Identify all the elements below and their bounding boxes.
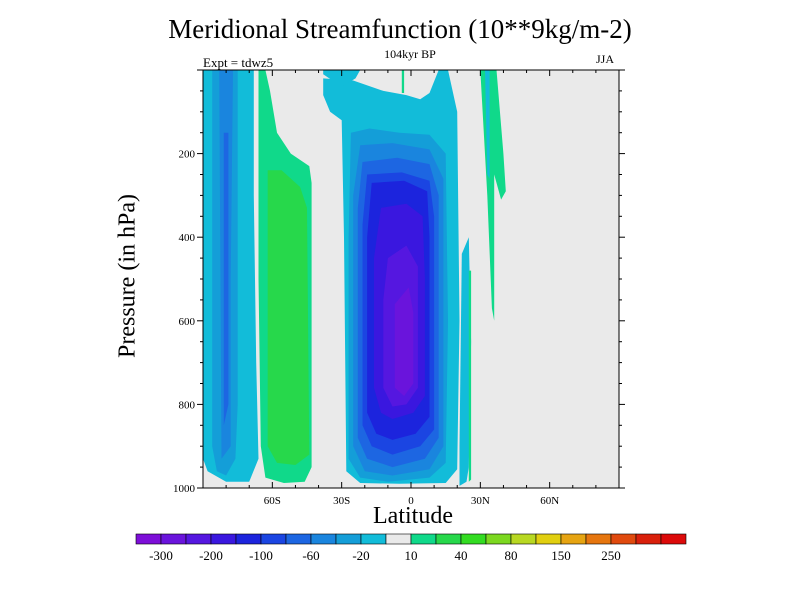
colorbar-swatch: [135, 533, 162, 545]
x-tick-label: 60S: [264, 495, 281, 507]
contour-pos-tip: [258, 70, 264, 100]
colorbar-swatch: [560, 533, 587, 545]
colorbar-swatch: [435, 533, 462, 545]
colorbar-swatch: [310, 533, 337, 545]
x-tick-label: 30N: [471, 495, 490, 507]
contour-eq-fringe: [323, 70, 361, 87]
colorbar-label: -20: [352, 548, 369, 563]
x-tick-label: 60N: [540, 495, 559, 507]
colorbar-swatch: [485, 533, 512, 545]
colorbar-swatch: [285, 533, 312, 545]
colorbar: -300 -200 -100 -60 -20 10 40 80 150 250: [135, 533, 687, 563]
colorbar-swatch: [185, 533, 212, 545]
plot-area: [203, 70, 619, 488]
colorbar-label: 10: [405, 548, 418, 563]
colorbar-swatch: [360, 533, 387, 545]
chart-subtitle: 104kyr BP: [384, 47, 436, 61]
contour-sh-inner: [223, 132, 229, 426]
contour-nh-outer: [459, 237, 472, 486]
season-label: JJA: [596, 52, 615, 66]
contour-nh-neg: [485, 70, 490, 179]
colorbar-swatch: [160, 533, 187, 545]
y-tick-label: 800: [179, 399, 196, 411]
contour-nh-line: [468, 270, 472, 482]
colorbar-swatch: [510, 533, 537, 545]
y-tick-label: 400: [179, 232, 196, 244]
contour-eq-9: [394, 287, 414, 396]
x-tick-label: 30S: [333, 495, 350, 507]
colorbar-label: -300: [149, 548, 173, 563]
x-tick-label: 0: [408, 495, 414, 507]
colorbar-swatch: [235, 533, 262, 545]
colorbar-swatch: [660, 533, 687, 545]
colorbar-label: -100: [249, 548, 273, 563]
chart-title: Meridional Streamfunction (10**9kg/m-2): [168, 14, 632, 44]
colorbar-label: 80: [505, 548, 518, 563]
colorbar-label: 40: [455, 548, 468, 563]
y-tick-label: 200: [179, 149, 196, 161]
experiment-label: Expt = tdwz5: [203, 55, 274, 70]
colorbar-swatch: [535, 533, 562, 545]
colorbar-label: 150: [551, 548, 571, 563]
colorbar-swatch: [635, 533, 662, 545]
colorbar-label: -60: [302, 548, 319, 563]
y-tick-label: 600: [179, 316, 196, 328]
axis-ticks: 200 400 600 800 1000 60S 30S 0 30N 60N: [173, 69, 625, 507]
colorbar-swatch: [460, 533, 487, 545]
y-tick-label: 1000: [173, 483, 196, 495]
colorbar-label: 250: [601, 548, 621, 563]
x-axis-label: Latitude: [373, 503, 453, 529]
colorbar-swatch: [210, 533, 237, 545]
colorbar-swatch: [585, 533, 612, 545]
contour-pos-core: [267, 170, 310, 466]
colorbar-swatch: [385, 533, 412, 545]
colorbar-swatch: [610, 533, 637, 545]
colorbar-label: -200: [199, 548, 223, 563]
contour-nh-strip: [401, 70, 405, 93]
colorbar-swatch: [260, 533, 287, 545]
colorbar-swatch: [335, 533, 362, 545]
colorbar-swatch: [410, 533, 437, 545]
